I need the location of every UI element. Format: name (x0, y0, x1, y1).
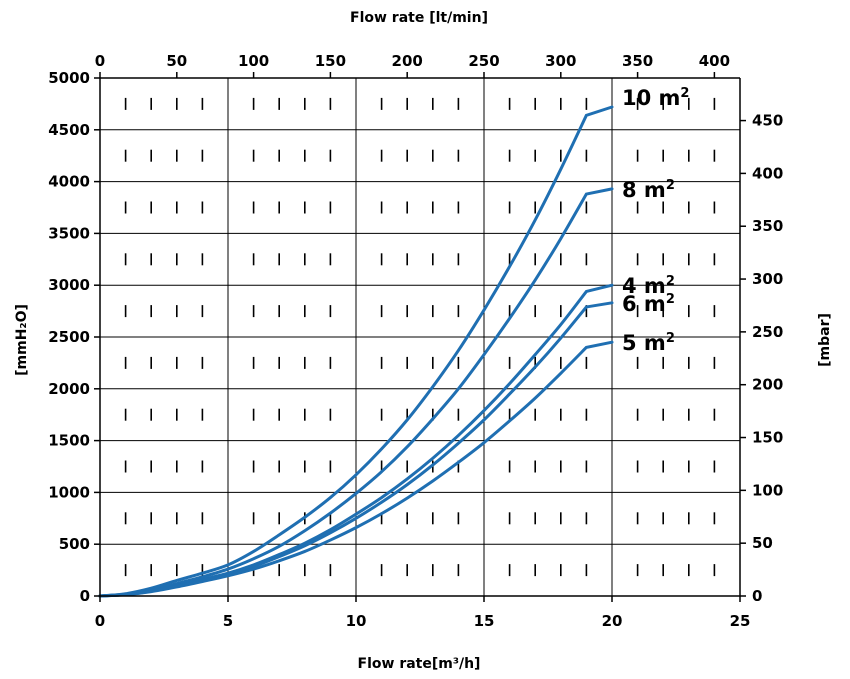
x-tick-label: 0 (95, 612, 105, 630)
x2-tick-label: 100 (238, 52, 269, 70)
x2-tick-label: 0 (95, 52, 105, 70)
y-tick-label: 0 (80, 587, 90, 605)
grid-dashes (124, 97, 716, 577)
x-tick-label: 5 (223, 612, 233, 630)
labels: 0 5 10 15 20 25050010001500200025003000350040… (48, 52, 783, 630)
x2-tick-label: 300 (545, 52, 576, 70)
y2-tick-label: 400 (752, 164, 783, 182)
x2-tick-label: 50 (166, 52, 187, 70)
x-tick-label: 25 (730, 612, 751, 630)
series-label: 10 m2 (622, 86, 689, 110)
y2-tick-label: 300 (752, 270, 783, 288)
x2-tick-label: 150 (315, 52, 346, 70)
grid (100, 77, 740, 596)
y-tick-label: 1500 (48, 432, 90, 450)
y-tick-label: 3000 (48, 276, 90, 294)
series-line (98, 340, 614, 598)
x2-axis-title: Flow rate [lt/min] (350, 10, 488, 26)
x-axis-title: Flow rate[m³/h] (358, 656, 481, 672)
y2-tick-label: 50 (752, 534, 773, 552)
x2-tick-label: 400 (699, 52, 730, 70)
y-tick-label: 4000 (48, 173, 90, 191)
x2-tick-label: 250 (468, 52, 499, 70)
x-tick-label: 15 (474, 612, 495, 630)
y2-tick-label: 150 (752, 429, 783, 447)
x-tick-label: 10 (346, 612, 367, 630)
y2-tick-label: 100 (752, 481, 783, 499)
y-tick-label: 4500 (48, 121, 90, 139)
y-tick-label: 1000 (48, 483, 90, 501)
series-label: 5 m2 (622, 331, 675, 355)
x2-tick-label: 200 (392, 52, 423, 70)
curves (98, 105, 614, 598)
x2-tick-label: 350 (622, 52, 653, 70)
y2-tick-label: 250 (752, 323, 783, 341)
y-tick-label: 5000 (48, 69, 90, 87)
y2-tick-label: 200 (752, 376, 783, 394)
x-tick-label: 20 (602, 612, 623, 630)
y-axis-title: [mmH₂O] (14, 304, 30, 376)
series-line (98, 105, 614, 598)
series-label: 6 m2 (622, 292, 675, 316)
y-tick-label: 3500 (48, 224, 90, 242)
y2-tick-label: 450 (752, 112, 783, 130)
y2-axis-title: [mbar] (817, 313, 833, 367)
series-line (98, 187, 614, 598)
series-label: 8 m2 (622, 178, 675, 202)
y-tick-label: 2000 (48, 380, 90, 398)
axes (94, 72, 746, 602)
y2-tick-label: 350 (752, 217, 783, 235)
y2-tick-label: 0 (752, 587, 762, 605)
y-tick-label: 500 (59, 535, 90, 553)
y-tick-label: 2500 (48, 328, 90, 346)
